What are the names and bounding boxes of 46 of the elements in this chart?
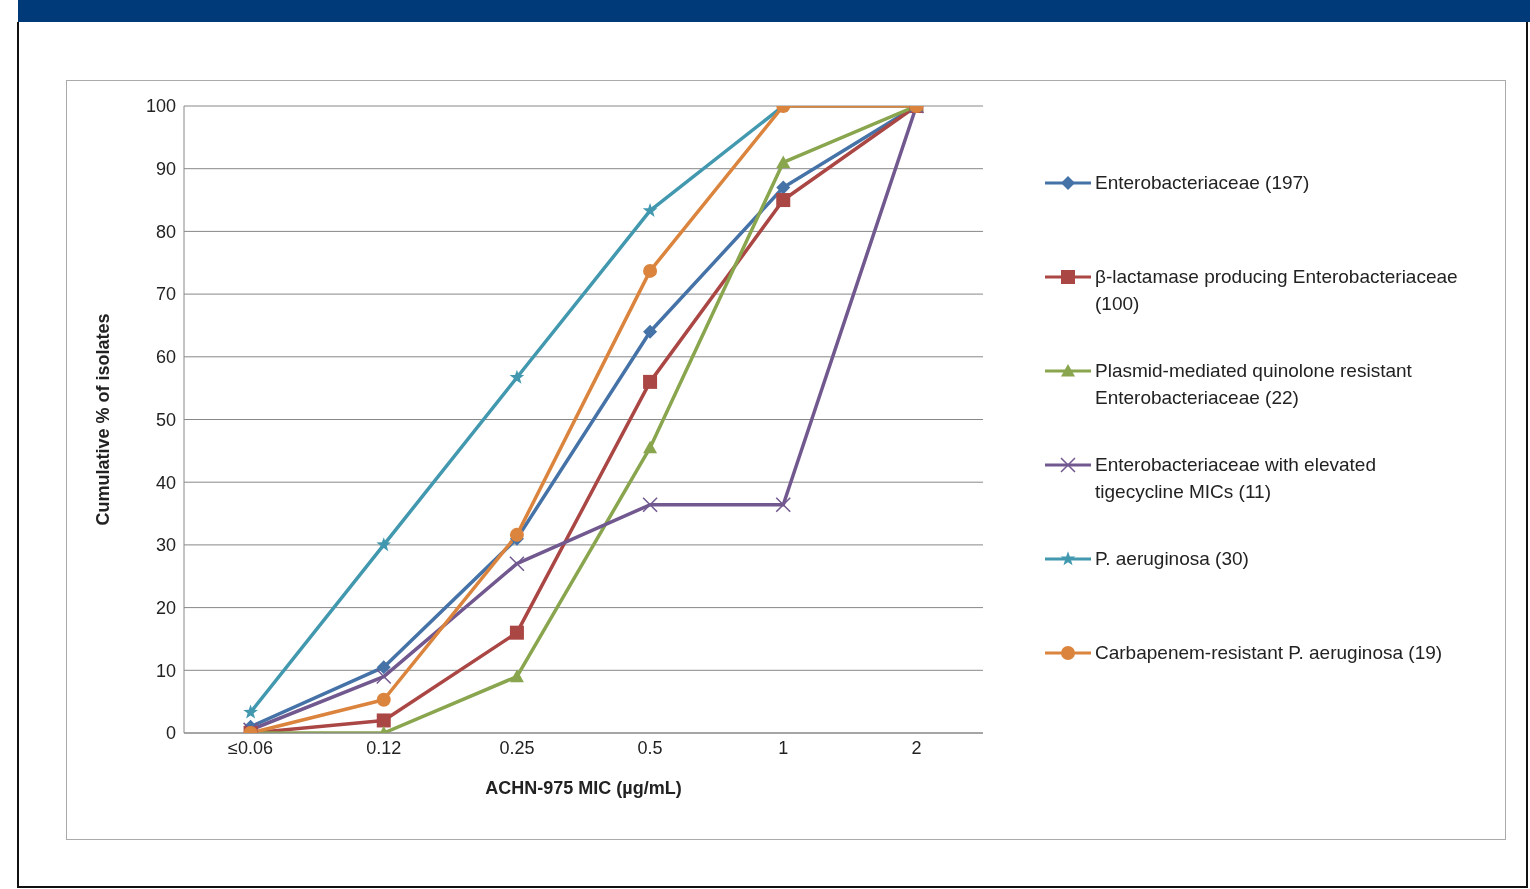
point bbox=[509, 369, 525, 384]
y-tick-label: 100 bbox=[145, 96, 176, 117]
point bbox=[775, 497, 791, 513]
y-tick-label: 10 bbox=[155, 660, 176, 681]
point bbox=[642, 497, 658, 513]
point bbox=[376, 660, 391, 675]
y-tick-label: 50 bbox=[155, 409, 176, 430]
y-tick-label: 0 bbox=[165, 723, 176, 744]
legend-label: Carbapenem-resistant P. aeruginosa (19) bbox=[1095, 641, 1443, 665]
y-tick-label: 80 bbox=[155, 221, 176, 242]
x-tick-label: ≤0.06 bbox=[228, 737, 274, 758]
point bbox=[776, 155, 791, 169]
point bbox=[376, 692, 391, 707]
point bbox=[776, 193, 791, 208]
legend-label: Plasmid-mediated quinolone resistant Enterobacteriaceae (22) bbox=[1095, 359, 1413, 410]
x-tick-label: 0.5 bbox=[637, 737, 663, 758]
x-tick-label: 2 bbox=[911, 737, 922, 758]
point bbox=[643, 440, 658, 454]
point bbox=[776, 180, 791, 195]
y-tick-label: 40 bbox=[155, 472, 176, 493]
point bbox=[509, 625, 524, 640]
legend-label: β-lactamase producing Enterobacteriaceae (100) bbox=[1095, 265, 1459, 316]
point bbox=[376, 713, 391, 728]
point bbox=[643, 263, 658, 278]
legend-label: Enterobacteriaceae (197) bbox=[1095, 171, 1310, 195]
point bbox=[243, 704, 258, 719]
point bbox=[376, 537, 392, 552]
x-tick-label: 0.25 bbox=[499, 737, 535, 758]
point bbox=[643, 324, 658, 339]
x-tick-label: 0.12 bbox=[366, 737, 402, 758]
legend-label: Enterobacteriaceae with elevated tigecycline MICs (11) bbox=[1095, 453, 1377, 504]
y-tick-label: 70 bbox=[155, 284, 176, 305]
point bbox=[376, 668, 392, 685]
legend-label: P. aeruginosa (30) bbox=[1095, 547, 1249, 571]
y-tick-label: 60 bbox=[155, 347, 176, 368]
y-tick-label: 30 bbox=[155, 535, 176, 556]
y-tick-label: 20 bbox=[155, 597, 176, 618]
x-tick-label: 1 bbox=[778, 737, 789, 758]
point bbox=[509, 669, 524, 683]
y-axis-title: Cumulative % of isolates bbox=[93, 313, 114, 526]
y-tick-label: 90 bbox=[155, 159, 176, 180]
point bbox=[509, 527, 524, 542]
point bbox=[509, 555, 525, 572]
point bbox=[643, 374, 658, 389]
point bbox=[642, 203, 658, 217]
x-axis-title: ACHN-975 MIC (µg/mL) bbox=[485, 777, 682, 798]
